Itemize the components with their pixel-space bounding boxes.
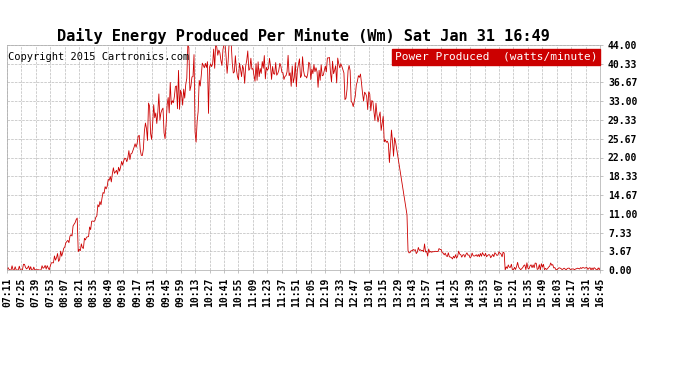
Text: Power Produced  (watts/minute): Power Produced (watts/minute) xyxy=(395,52,598,62)
Text: Copyright 2015 Cartronics.com: Copyright 2015 Cartronics.com xyxy=(8,52,189,62)
Title: Daily Energy Produced Per Minute (Wm) Sat Jan 31 16:49: Daily Energy Produced Per Minute (Wm) Sa… xyxy=(57,28,550,44)
